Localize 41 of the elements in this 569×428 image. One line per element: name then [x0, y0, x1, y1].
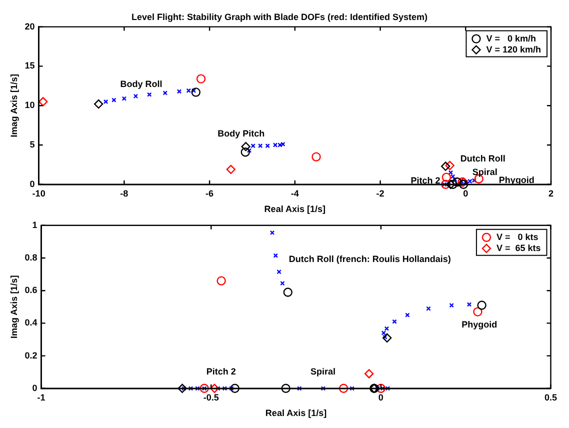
x-axis-title: Real Axis [1/s] [264, 204, 326, 214]
x-tick-label: 0 [463, 188, 468, 198]
y-tick-label: 15 [24, 60, 35, 71]
y-tick-label: 0.8 [24, 252, 38, 262]
x-tick-label: -4 [290, 188, 299, 198]
annotation: Spiral [472, 167, 498, 178]
y-tick-label: 0.6 [24, 285, 38, 296]
annotation: Body Pitch [218, 128, 265, 138]
chart-title: Level Flight: Stability Graph with Blade DOFs (red: Identified System) [131, 12, 428, 22]
y-tick-label: 0 [32, 382, 38, 393]
x-tick-label: -2 [376, 188, 384, 198]
annotation: Phygoid [462, 319, 498, 330]
x-tick-label: -8 [120, 188, 128, 198]
legend-label: V = 120 km/h [486, 44, 542, 54]
y-tick-label: 0.2 [24, 350, 38, 360]
x-tick-label: -10 [32, 188, 46, 198]
y-tick-label: 1 [32, 220, 38, 230]
annotation: Phygoid [498, 174, 534, 185]
annotation: Dutch Roll [460, 154, 506, 164]
x-axis-title: Real Axis [1/s] [265, 408, 327, 418]
x-tick-label: 0 [378, 392, 384, 402]
x-tick-label: -1 [37, 392, 46, 402]
x-tick-label: -0.5 [203, 392, 219, 402]
y-axis-title: Imag Axis [1/s] [8, 275, 19, 338]
annotation: Body Roll [120, 78, 162, 89]
legend-label: V = 0 km/h [486, 33, 536, 44]
y-tick-label: 5 [30, 139, 35, 150]
x-tick-label: 2 [548, 188, 554, 198]
legend-label: V = 0 kts [496, 232, 538, 242]
y-tick-label: 0.4 [24, 318, 38, 328]
y-tick-label: 0 [30, 178, 35, 189]
x-tick-label: -6 [206, 188, 214, 198]
y-tick-label: 20 [24, 21, 35, 32]
y-axis-title: Imag Axis [1/s] [8, 74, 19, 138]
annotation: Pitch 2 [206, 366, 236, 377]
y-tick-label: 10 [24, 100, 35, 110]
x-tick-label: 0.5 [544, 392, 557, 402]
annotation: Dutch Roll (french: Roulis Hollandais) [288, 254, 451, 264]
annotation: Spiral [310, 366, 336, 377]
legend-label: V = 65 kts [496, 242, 541, 253]
annotation: Pitch 2 [410, 176, 440, 186]
